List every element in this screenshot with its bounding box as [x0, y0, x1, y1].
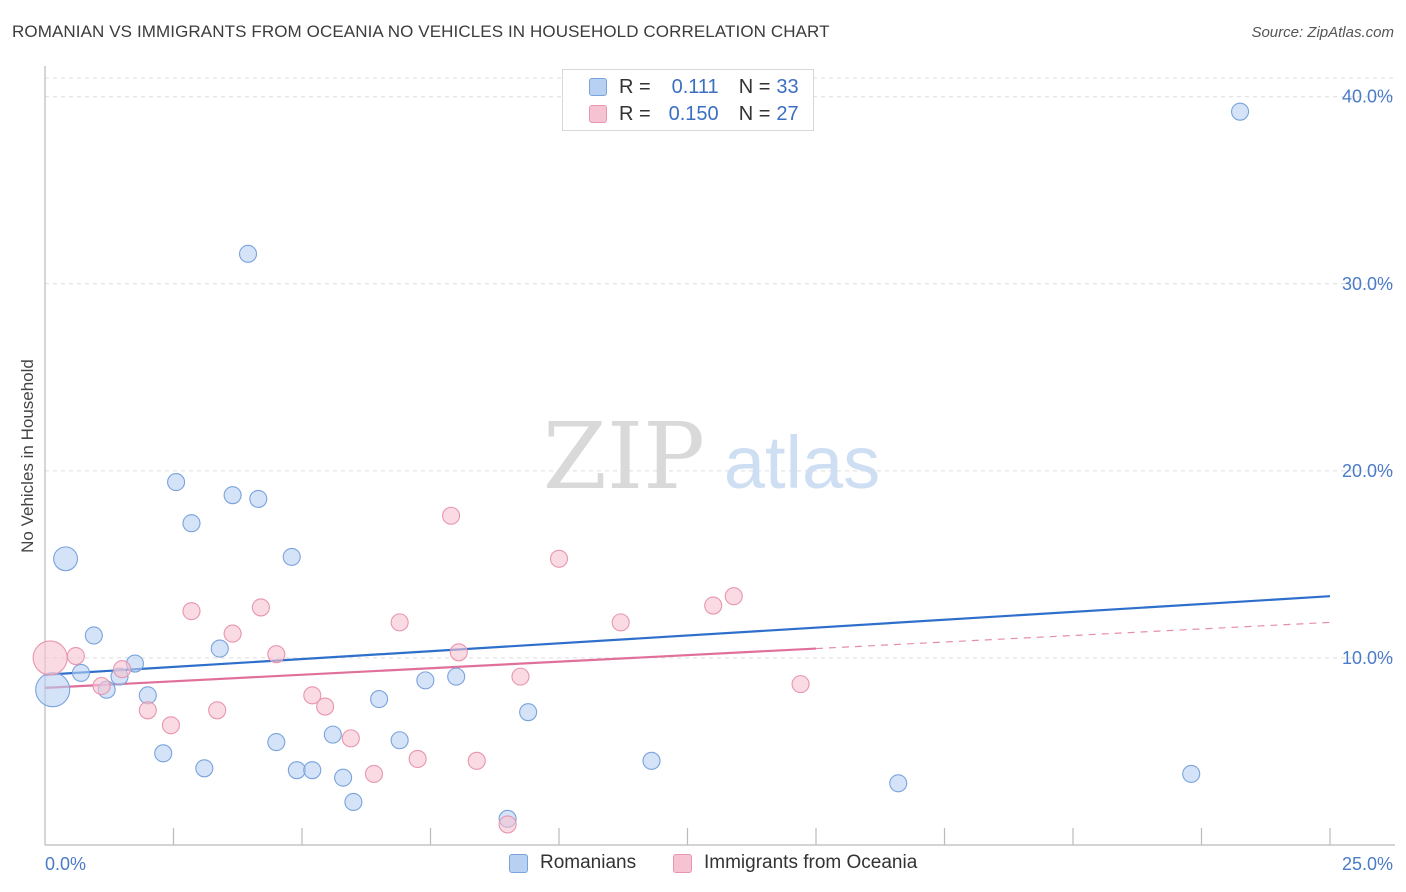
- legend-n-value: 33: [776, 75, 799, 98]
- romanian-point: [334, 768, 353, 787]
- oceania-swatch: [673, 853, 692, 873]
- legend-row-oceania: R = 0.150 N = 27: [589, 101, 799, 127]
- oceania-point: [549, 549, 569, 568]
- romanian-point: [323, 725, 342, 744]
- oceania-point: [251, 598, 270, 617]
- oceania-point: [442, 506, 461, 525]
- romanian-point: [642, 751, 661, 770]
- oceania-point: [704, 596, 723, 615]
- oceania-trend-line: [44, 647, 817, 689]
- oceania-point: [511, 667, 530, 686]
- romanian-point: [519, 703, 538, 722]
- oceania-point: [449, 643, 468, 662]
- romanian-point: [344, 792, 363, 812]
- axes: [44, 66, 1395, 846]
- romanian-point: [287, 761, 306, 780]
- romanian-point: [390, 731, 409, 750]
- y-tick-label: 30.0%: [1342, 274, 1393, 294]
- y-tick-label: 20.0%: [1342, 461, 1393, 481]
- romanian-point: [249, 489, 268, 508]
- romanian-point: [1231, 102, 1250, 121]
- oceania-label: Immigrants from Oceania: [704, 852, 918, 873]
- romanian-point: [223, 486, 242, 505]
- source-label: Source: ZipAtlas.com: [1251, 24, 1394, 41]
- legend-row-romanians: R = 0.111 N = 33: [589, 74, 799, 100]
- legend-n-label: N =: [738, 75, 771, 98]
- romanian-point: [167, 473, 186, 492]
- legend-n-label: N =: [738, 102, 771, 125]
- oceania-point: [408, 749, 427, 768]
- oceania-point: [161, 716, 180, 735]
- correlation-legend: R = 0.111 N = 33 R = 0.150 N = 27: [562, 69, 814, 131]
- oceania-point: [724, 587, 743, 606]
- oceania-point: [32, 640, 68, 676]
- romanian-point: [416, 671, 435, 690]
- romanian-point: [303, 761, 322, 780]
- romanian-point: [195, 759, 214, 778]
- watermark: ZIP atlas: [543, 403, 880, 510]
- romanian-point: [282, 547, 301, 566]
- oceania-point: [364, 764, 384, 783]
- legend-r-value: 0.111: [671, 75, 719, 98]
- oceania-point: [316, 697, 335, 716]
- y-tick-labels: 10.0% 20.0% 30.0% 40.0%: [1342, 87, 1393, 668]
- romanian-point: [154, 744, 173, 763]
- romanian-point: [447, 667, 466, 686]
- y-tick-label: 10.0%: [1342, 648, 1393, 668]
- oceania-point: [341, 729, 360, 748]
- y-axis-label: No Vehicles in Household: [18, 359, 37, 553]
- oceania-point: [113, 660, 132, 679]
- oceania-trend-extension: [815, 621, 1331, 650]
- oceania-point: [223, 624, 242, 643]
- oceania-point: [611, 613, 630, 632]
- romanian-point: [53, 546, 79, 572]
- romanians-trend-line: [44, 595, 1331, 676]
- grid-lines: [45, 77, 1395, 659]
- oceania-point: [467, 751, 486, 770]
- romanian-point: [267, 733, 286, 752]
- oceania-point: [208, 701, 227, 720]
- legend-swatch-blue: [589, 78, 607, 96]
- watermark-zip: ZIP: [543, 403, 705, 510]
- romanian-point: [182, 514, 201, 533]
- chart-title: ROMANIAN VS IMMIGRANTS FROM OCEANIA NO V…: [12, 22, 830, 41]
- romanian-point: [889, 774, 908, 793]
- trend-lines: [44, 595, 1331, 689]
- romanian-point: [35, 672, 71, 708]
- romanian-point: [238, 244, 258, 263]
- oceania-point: [182, 602, 201, 621]
- oceania-point: [138, 701, 157, 720]
- legend-r-label: R =: [619, 75, 651, 98]
- series-legend: Romanians Immigrants from Oceania: [0, 852, 1406, 878]
- romanian-point: [71, 663, 91, 682]
- legend-item-romanians[interactable]: Romanians: [509, 852, 636, 874]
- oceania-point: [498, 815, 517, 834]
- oceania-point: [267, 645, 286, 664]
- x-tick-labels: 0.0% 25.0%: [45, 854, 1393, 874]
- x-tick-label: 25.0%: [1342, 854, 1393, 874]
- data-points: [32, 102, 1250, 834]
- romanians-swatch: [509, 853, 528, 873]
- x-tick-label: 0.0%: [45, 854, 86, 874]
- romanians-label: Romanians: [540, 852, 637, 873]
- romanian-point: [1182, 764, 1201, 783]
- oceania-point: [66, 647, 85, 666]
- romanian-point: [370, 690, 389, 709]
- legend-r-value: 0.150: [668, 102, 719, 125]
- legend-r-label: R =: [619, 102, 651, 125]
- romanian-point: [210, 639, 229, 658]
- oceania-point: [92, 676, 111, 696]
- watermark-atlas: atlas: [724, 421, 880, 504]
- oceania-point: [303, 686, 322, 705]
- y-tick-label: 40.0%: [1342, 87, 1393, 107]
- oceania-point: [390, 613, 409, 632]
- legend-n-value: 27: [776, 102, 799, 125]
- romanian-point: [84, 626, 103, 645]
- legend-item-oceania[interactable]: Immigrants from Oceania: [673, 852, 917, 874]
- legend-swatch-pink: [589, 105, 607, 123]
- oceania-point: [791, 675, 810, 694]
